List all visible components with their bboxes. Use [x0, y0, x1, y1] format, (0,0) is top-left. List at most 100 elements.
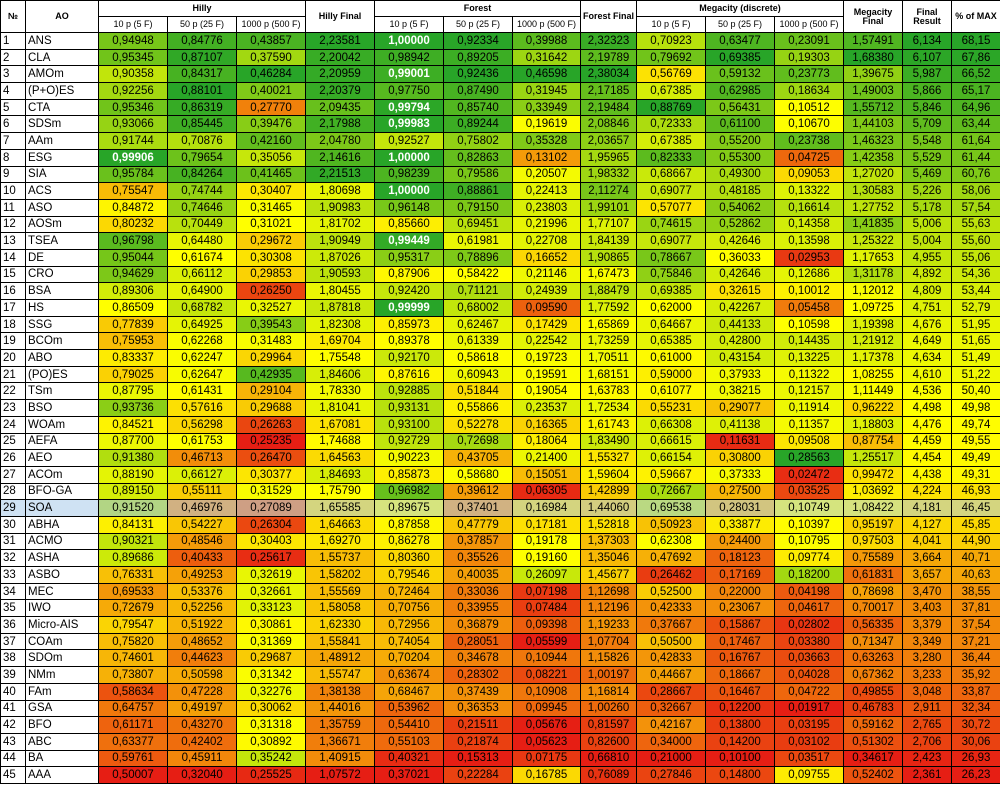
score-cell: 45,85 — [951, 515, 1000, 534]
score-cell: 1,90983 — [305, 198, 376, 217]
score-cell: 0,02472 — [774, 465, 845, 484]
score-cell: 1,12012 — [843, 282, 904, 300]
score-cell: 0,32040 — [167, 766, 237, 784]
score-cell: 0,09945 — [512, 699, 582, 718]
score-cell: 0,11322 — [774, 365, 845, 384]
score-cell: 0,49300 — [705, 165, 776, 184]
score-cell: 4,454 — [902, 449, 953, 467]
score-cell: 0,84872 — [98, 198, 168, 217]
score-cell: 0,09053 — [774, 165, 845, 184]
score-cell: 49,74 — [951, 415, 1000, 434]
score-cell: 0,70449 — [167, 215, 237, 234]
score-cell: 0,79586 — [443, 165, 514, 184]
algorithm-name: (PO)ES — [25, 365, 99, 384]
score-cell: 0,37857 — [443, 532, 514, 551]
score-cell: 51,49 — [951, 349, 1000, 367]
score-cell: 1,74688 — [305, 432, 376, 451]
score-cell: 0,19619 — [512, 115, 582, 134]
algorithm-name: ASHA — [25, 549, 99, 567]
row-number: 16 — [0, 282, 26, 300]
score-cell: 37,81 — [951, 599, 1000, 618]
score-cell: 0,54227 — [167, 515, 237, 534]
score-cell: 0,23738 — [774, 132, 845, 150]
score-cell: 0,39988 — [512, 32, 582, 50]
score-cell: 0,64480 — [167, 232, 237, 250]
score-cell: 1,81702 — [305, 215, 376, 234]
algorithm-name: TSm — [25, 382, 99, 401]
score-cell: 0,87107 — [167, 48, 237, 67]
score-cell: 49,49 — [951, 449, 1000, 467]
score-cell: 0,42160 — [235, 132, 307, 150]
score-cell: 0,90223 — [374, 449, 445, 467]
score-cell: 0,67362 — [843, 666, 904, 684]
score-cell: 0,94629 — [98, 265, 168, 284]
score-cell: 0,40021 — [235, 82, 307, 100]
score-cell: 0,75846 — [636, 265, 707, 284]
score-cell: 6,134 — [902, 32, 953, 50]
subheader-cell: 50 p (25 F) — [443, 16, 514, 33]
score-cell: 0,11631 — [705, 432, 776, 451]
score-cell: 1,09725 — [843, 299, 904, 317]
algorithm-name: BCOm — [25, 332, 99, 351]
score-cell: 0,05623 — [512, 732, 582, 751]
score-cell: 0,84776 — [167, 32, 237, 50]
score-cell: 0,76089 — [580, 766, 638, 784]
score-cell: 0,92170 — [374, 349, 445, 367]
score-cell: 0,28302 — [443, 666, 514, 684]
algorithm-name: ASO — [25, 198, 99, 217]
row-number: 27 — [0, 465, 26, 484]
score-cell: 0,34678 — [443, 649, 514, 668]
score-cell: 0,10944 — [512, 649, 582, 668]
score-cell: 0,22413 — [512, 182, 582, 200]
score-cell: 46,93 — [951, 482, 1000, 501]
score-cell: 33,87 — [951, 682, 1000, 701]
score-cell: 0,89686 — [98, 549, 168, 567]
score-cell: 2,765 — [902, 716, 953, 734]
score-cell: 0,36033 — [705, 248, 776, 267]
score-cell: 0,03525 — [774, 482, 845, 501]
score-cell: 0,90358 — [98, 65, 168, 84]
score-cell: 37,21 — [951, 632, 1000, 651]
score-cell: 3,664 — [902, 549, 953, 567]
score-cell: 0,23091 — [774, 32, 845, 50]
score-cell: 0,35526 — [443, 549, 514, 567]
row-number: 44 — [0, 749, 26, 768]
score-cell: 0,13598 — [774, 232, 845, 250]
score-cell: 0,18634 — [774, 82, 845, 100]
score-cell: 0,78667 — [636, 248, 707, 267]
score-cell: 1,90593 — [305, 265, 376, 284]
score-cell: 0,14358 — [774, 215, 845, 234]
score-cell: 51,95 — [951, 315, 1000, 334]
score-cell: 0,30062 — [235, 699, 307, 718]
score-cell: 0,09774 — [774, 549, 845, 567]
score-cell: 2,23581 — [305, 32, 376, 50]
score-cell: 1,84693 — [305, 465, 376, 484]
row-number: 14 — [0, 248, 26, 267]
algorithm-name: BSA — [25, 282, 99, 300]
algorithm-name: GSA — [25, 699, 99, 718]
score-cell: 0,70756 — [374, 599, 445, 618]
score-cell: 1,27752 — [843, 198, 904, 217]
score-cell: 0,61339 — [443, 332, 514, 351]
score-cell: 1,46323 — [843, 132, 904, 150]
score-cell: 1,18803 — [843, 415, 904, 434]
score-cell: 0,10512 — [774, 98, 845, 117]
algorithm-name: AAA — [25, 766, 99, 784]
score-cell: 3,379 — [902, 616, 953, 634]
score-cell: 0,77839 — [98, 315, 168, 334]
score-cell: 0,55200 — [705, 132, 776, 150]
score-cell: 0,39476 — [235, 115, 307, 134]
score-cell: 0,69077 — [636, 232, 707, 250]
algorithm-name: AEFA — [25, 432, 99, 451]
score-cell: 0,05676 — [512, 716, 582, 734]
score-cell: 0,69533 — [98, 582, 168, 601]
score-cell: 0,99472 — [843, 465, 904, 484]
score-cell: 0,60943 — [443, 365, 514, 384]
score-cell: 5,866 — [902, 82, 953, 100]
score-cell: 0,42402 — [167, 732, 237, 751]
score-cell: 0,53962 — [374, 699, 445, 718]
score-cell: 1,39675 — [843, 65, 904, 84]
score-cell: 0,26470 — [235, 449, 307, 467]
score-cell: 0,96148 — [374, 198, 445, 217]
